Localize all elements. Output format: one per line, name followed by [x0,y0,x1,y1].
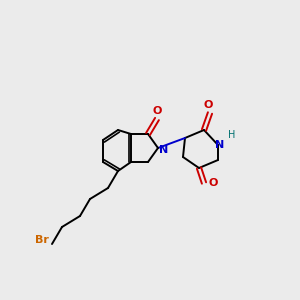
Text: Br: Br [35,235,49,245]
Text: H: H [228,130,236,140]
Text: O: O [208,178,218,188]
Text: O: O [203,100,213,110]
Text: N: N [159,145,169,155]
Text: N: N [215,140,225,150]
Text: O: O [152,106,162,116]
